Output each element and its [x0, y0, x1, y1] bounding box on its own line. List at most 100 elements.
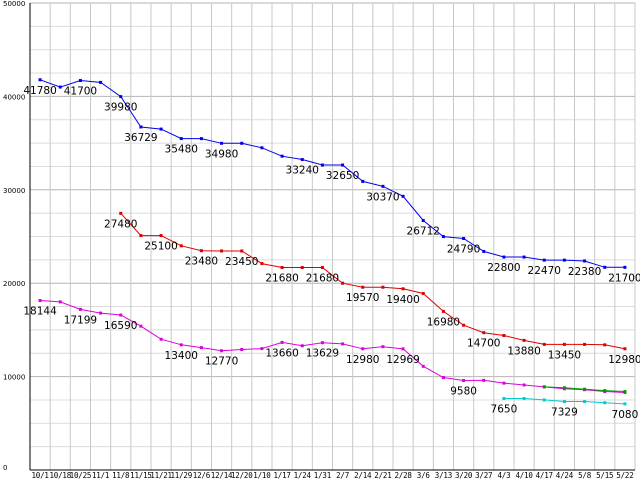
data-label-blue: 41700	[64, 86, 97, 98]
data-label-red: 14700	[467, 338, 500, 350]
x-tick-label: 5/15	[596, 471, 613, 480]
data-point-magenta	[159, 337, 163, 341]
x-tick-label: 1/10	[253, 471, 271, 480]
data-point-blue	[542, 258, 546, 262]
data-point-red	[542, 342, 546, 346]
x-tick-label: 12/14	[211, 471, 233, 480]
data-label-cyan: 7650	[491, 404, 518, 416]
data-point-green	[542, 385, 546, 389]
data-point-red	[119, 211, 123, 215]
y-tick-label: 0	[3, 464, 7, 472]
data-label-blue: 33240	[286, 165, 319, 177]
data-point-blue	[502, 255, 506, 259]
x-tick-label: 4/24	[556, 471, 574, 480]
data-point-magenta	[421, 364, 425, 368]
data-point-blue	[99, 80, 103, 84]
x-tick-label: 4/17	[536, 471, 553, 480]
data-point-green	[623, 390, 627, 394]
data-point-magenta	[441, 376, 445, 380]
data-point-cyan	[562, 400, 566, 404]
data-label-blue: 32650	[326, 170, 359, 182]
data-point-red	[220, 249, 224, 253]
data-point-cyan	[623, 402, 627, 406]
data-label-blue: 30370	[366, 191, 399, 203]
data-point-red	[361, 285, 365, 289]
data-point-blue	[159, 127, 163, 131]
data-point-red	[320, 266, 324, 270]
y-tick-label: 50000	[3, 0, 25, 8]
x-tick-label: 11/29	[170, 471, 192, 480]
data-label-magenta: 12969	[386, 354, 419, 366]
data-point-green	[603, 389, 607, 393]
x-tick-label: 11/21	[150, 471, 172, 480]
data-point-blue	[462, 236, 466, 240]
data-point-magenta	[482, 378, 486, 382]
x-tick-label: 11/15	[130, 471, 152, 480]
x-tick-label: 3/20	[455, 471, 473, 480]
data-point-red	[139, 234, 143, 238]
x-tick-label: 11/8	[112, 471, 130, 480]
data-label-cyan: 7329	[551, 407, 578, 419]
data-label-blue: 35480	[165, 144, 198, 156]
data-label-red: 21680	[306, 273, 339, 285]
data-point-magenta	[199, 346, 203, 350]
y-tick-label: 10000	[3, 374, 25, 382]
series-cyan	[502, 397, 627, 406]
x-tick-label: 5/22	[616, 471, 633, 480]
data-label-red: 19400	[386, 294, 419, 306]
data-label-magenta: 18144	[23, 306, 57, 318]
data-label-magenta: 13400	[165, 350, 198, 362]
data-point-magenta	[179, 343, 183, 347]
x-tick-label: 3/6	[417, 471, 431, 480]
series-line-blue	[39, 79, 625, 268]
data-point-blue	[441, 235, 445, 239]
data-point-red	[401, 287, 405, 291]
series-blue	[38, 78, 627, 269]
data-point-magenta	[320, 341, 324, 345]
data-point-blue	[139, 125, 143, 129]
x-tick-label: 2/14	[354, 471, 372, 480]
data-point-red	[583, 342, 587, 346]
data-point-red	[502, 334, 506, 338]
data-label-blue: 41780	[23, 85, 56, 97]
data-point-blue	[320, 163, 324, 167]
x-tick-label: 4/3	[497, 471, 510, 480]
data-point-green	[583, 387, 587, 391]
data-point-blue	[361, 179, 365, 183]
data-point-red	[341, 281, 345, 285]
x-tick-label: 11/1	[92, 471, 109, 480]
data-point-red	[381, 285, 385, 289]
data-point-red	[280, 266, 284, 270]
data-label-red: 19570	[346, 292, 379, 304]
data-point-red	[179, 244, 183, 248]
data-point-red	[441, 309, 445, 313]
data-label-magenta: 12980	[346, 354, 379, 366]
data-point-blue	[300, 158, 304, 162]
data-point-cyan	[583, 400, 587, 404]
data-label-red: 21680	[265, 273, 298, 285]
series-green	[542, 385, 627, 394]
data-point-red	[562, 342, 566, 346]
data-point-blue	[623, 265, 627, 269]
data-point-magenta	[38, 299, 42, 303]
x-tick-label: 10/25	[70, 471, 92, 480]
data-point-blue	[220, 141, 224, 145]
data-point-cyan	[542, 398, 546, 402]
x-tick-label: 5/8	[578, 471, 592, 480]
data-label-magenta: 12770	[205, 356, 238, 368]
data-point-red	[482, 331, 486, 335]
data-point-magenta	[99, 311, 103, 315]
data-point-blue	[119, 95, 123, 99]
data-label-blue: 22470	[528, 265, 561, 277]
data-label-red: 12980	[608, 354, 640, 366]
x-tick-label: 1/31	[314, 471, 331, 480]
data-point-blue	[522, 255, 526, 259]
x-tick-label: 12/6	[193, 471, 211, 480]
data-label-magenta: 13660	[265, 347, 298, 359]
data-point-blue	[381, 184, 385, 188]
data-point-blue	[199, 137, 203, 141]
data-point-magenta	[280, 340, 284, 344]
data-point-red	[603, 343, 607, 347]
data-label-red: 13880	[507, 345, 540, 357]
data-point-red	[240, 249, 244, 253]
